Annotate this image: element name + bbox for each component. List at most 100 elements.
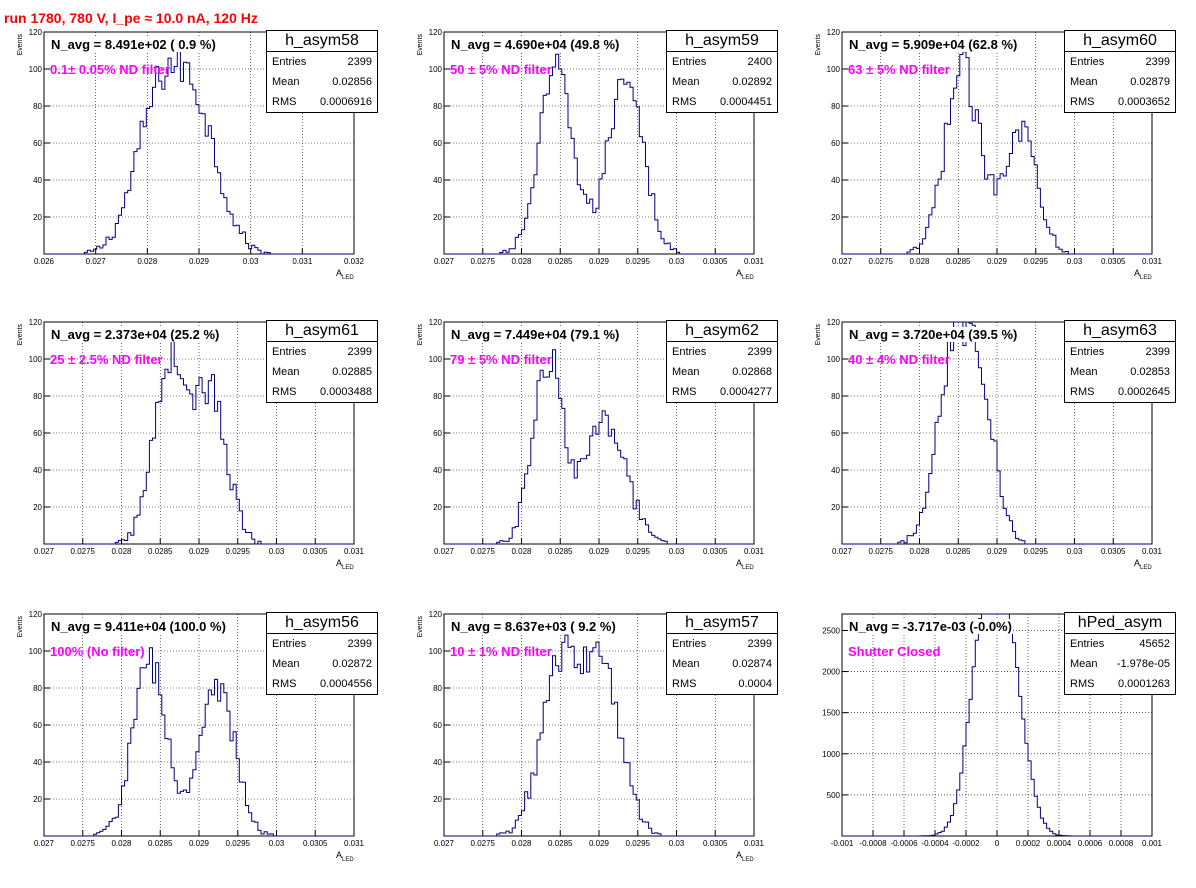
y-tick-label: 60 — [433, 721, 442, 730]
y-tick-label: 120 — [429, 318, 443, 327]
y-tick-label: 60 — [33, 429, 42, 438]
x-axis-label: ALED — [336, 850, 354, 863]
x-tick-label: 0.0305 — [1101, 547, 1126, 556]
stats-label: Mean — [672, 658, 700, 670]
stats-label: Mean — [272, 366, 300, 378]
stats-label: Entries — [672, 56, 707, 68]
x-tick-label: 0.0285 — [946, 547, 971, 556]
x-tick-label: 0.027 — [434, 547, 455, 556]
x-tick-label: 0.03 — [669, 839, 685, 848]
y-axis-label: Events — [815, 34, 822, 56]
x-tick-label: 0.026 — [34, 257, 55, 266]
y-tick-label: 100 — [29, 647, 43, 656]
x-tick-label: 0.031 — [292, 257, 313, 266]
stats-box: h_asym63 Entries 2399 Mean 0.02853 RMS 0.00026… — [1064, 320, 1176, 403]
y-tick-label: 60 — [831, 429, 840, 438]
x-tick-label: 0.031 — [744, 547, 765, 556]
x-tick-label: 0.03 — [1067, 547, 1083, 556]
y-tick-label: 100 — [429, 65, 443, 74]
histogram-line — [444, 634, 754, 837]
stats-value: 0.02874 — [732, 658, 772, 670]
x-tick-label: -0.0008 — [859, 839, 887, 848]
stats-value: 0.02853 — [1130, 366, 1170, 378]
stats-label: Mean — [1070, 366, 1098, 378]
x-tick-label: 0.027 — [434, 839, 455, 848]
filter-annotation: 79 ± 5% ND filter — [450, 352, 552, 367]
x-tick-label: 0.03 — [269, 839, 285, 848]
x-tick-label: 0.0285 — [148, 839, 173, 848]
stats-value: 0.0003652 — [1118, 96, 1170, 108]
histogram-name: h_asym58 — [267, 31, 377, 52]
x-tick-label: 0.0295 — [626, 839, 651, 848]
run-title: run 1780, 780 V, I_pe ≈ 10.0 nA, 120 Hz — [4, 10, 258, 26]
y-tick-label: 40 — [433, 758, 442, 767]
y-tick-label: 80 — [831, 392, 840, 401]
stats-box: hPed_asym Entries 45652 Mean -1.978e-05 RMS 0.… — [1064, 612, 1176, 695]
stats-label: Entries — [272, 346, 307, 358]
stats-label: Mean — [1070, 658, 1098, 670]
stats-value: 2399 — [747, 346, 772, 358]
stats-value: 2399 — [1145, 56, 1170, 68]
x-tick-label: 0.028 — [909, 547, 930, 556]
stats-row: Entries 2399 — [667, 342, 777, 362]
x-tick-label: 0.0295 — [226, 547, 251, 556]
y-tick-label: 100 — [827, 355, 841, 364]
x-axis-label: ALED — [336, 268, 354, 281]
y-tick-label: 20 — [831, 213, 840, 222]
histogram-panel: 0.027 0.0275 0.028 0.0285 0.029 0.0295 0.03 0.0… — [408, 610, 796, 888]
x-tick-label: 0.031 — [1142, 547, 1163, 556]
x-tick-label: 0.027 — [34, 839, 55, 848]
stats-value: 0.02885 — [332, 366, 372, 378]
filter-annotation: 40 ± 4% ND filter — [848, 352, 950, 367]
stats-value: 0.02872 — [332, 658, 372, 670]
stats-value: 45652 — [1139, 638, 1170, 650]
x-tick-label: 0.027 — [34, 547, 55, 556]
y-tick-label: 20 — [33, 795, 42, 804]
x-tick-label: 0.0305 — [303, 839, 328, 848]
stats-label: RMS — [672, 678, 697, 690]
x-tick-label: 0.0275 — [471, 257, 496, 266]
y-tick-label: 40 — [33, 466, 42, 475]
stats-label: Entries — [1070, 346, 1105, 358]
x-tick-label: 0.03 — [1067, 257, 1083, 266]
y-tick-label: 60 — [831, 139, 840, 148]
y-tick-label: 80 — [33, 392, 42, 401]
y-tick-label: 120 — [827, 318, 841, 327]
y-tick-label: 20 — [33, 503, 42, 512]
x-tick-label: 0.0006 — [1078, 839, 1103, 848]
stats-value: 0.02879 — [1130, 76, 1170, 88]
x-tick-label: 0.0275 — [869, 257, 894, 266]
stats-row: Mean 0.02853 — [1065, 362, 1175, 382]
histogram-name: h_asym59 — [667, 31, 777, 52]
x-tick-label: 0.03 — [669, 547, 685, 556]
stats-box: h_asym58 Entries 2399 Mean 0.02856 RMS 0.00069… — [266, 30, 378, 113]
stats-row: Mean 0.02879 — [1065, 72, 1175, 92]
y-tick-label: 20 — [433, 213, 442, 222]
x-tick-label: 0.029 — [589, 839, 610, 848]
x-tick-label: -0.001 — [831, 839, 854, 848]
y-tick-label: 80 — [433, 684, 442, 693]
stats-value: 0.0003488 — [320, 386, 372, 398]
stats-row: Entries 2399 — [1065, 52, 1175, 72]
x-axis-label: ALED — [736, 850, 754, 863]
histogram-panel: 0.027 0.0275 0.028 0.0285 0.029 0.0295 0.03 0.0… — [806, 318, 1194, 596]
stats-value: 2399 — [347, 346, 372, 358]
stats-label: RMS — [272, 96, 297, 108]
y-tick-label: 60 — [33, 139, 42, 148]
x-tick-label: 0.03 — [669, 257, 685, 266]
stats-row: RMS 0.0003488 — [267, 382, 377, 402]
stats-value: 2399 — [347, 56, 372, 68]
x-axis-label: ALED — [1134, 268, 1152, 281]
x-tick-label: 0.0008 — [1109, 839, 1134, 848]
x-tick-label: 0.0285 — [548, 839, 573, 848]
y-tick-label: 20 — [433, 795, 442, 804]
y-axis-label: Events — [815, 324, 822, 346]
y-tick-label: 100 — [429, 355, 443, 364]
stats-value: 0.0004277 — [720, 386, 772, 398]
x-tick-label: 0.0285 — [148, 547, 173, 556]
x-tick-label: 0.031 — [344, 839, 365, 848]
stats-box: h_asym62 Entries 2399 Mean 0.02868 RMS 0.00042… — [666, 320, 778, 403]
histogram-line — [444, 349, 754, 545]
histogram-line — [842, 321, 1152, 545]
n-avg-label: N_avg = 3.720e+04 (39.5 %) — [848, 327, 1019, 342]
